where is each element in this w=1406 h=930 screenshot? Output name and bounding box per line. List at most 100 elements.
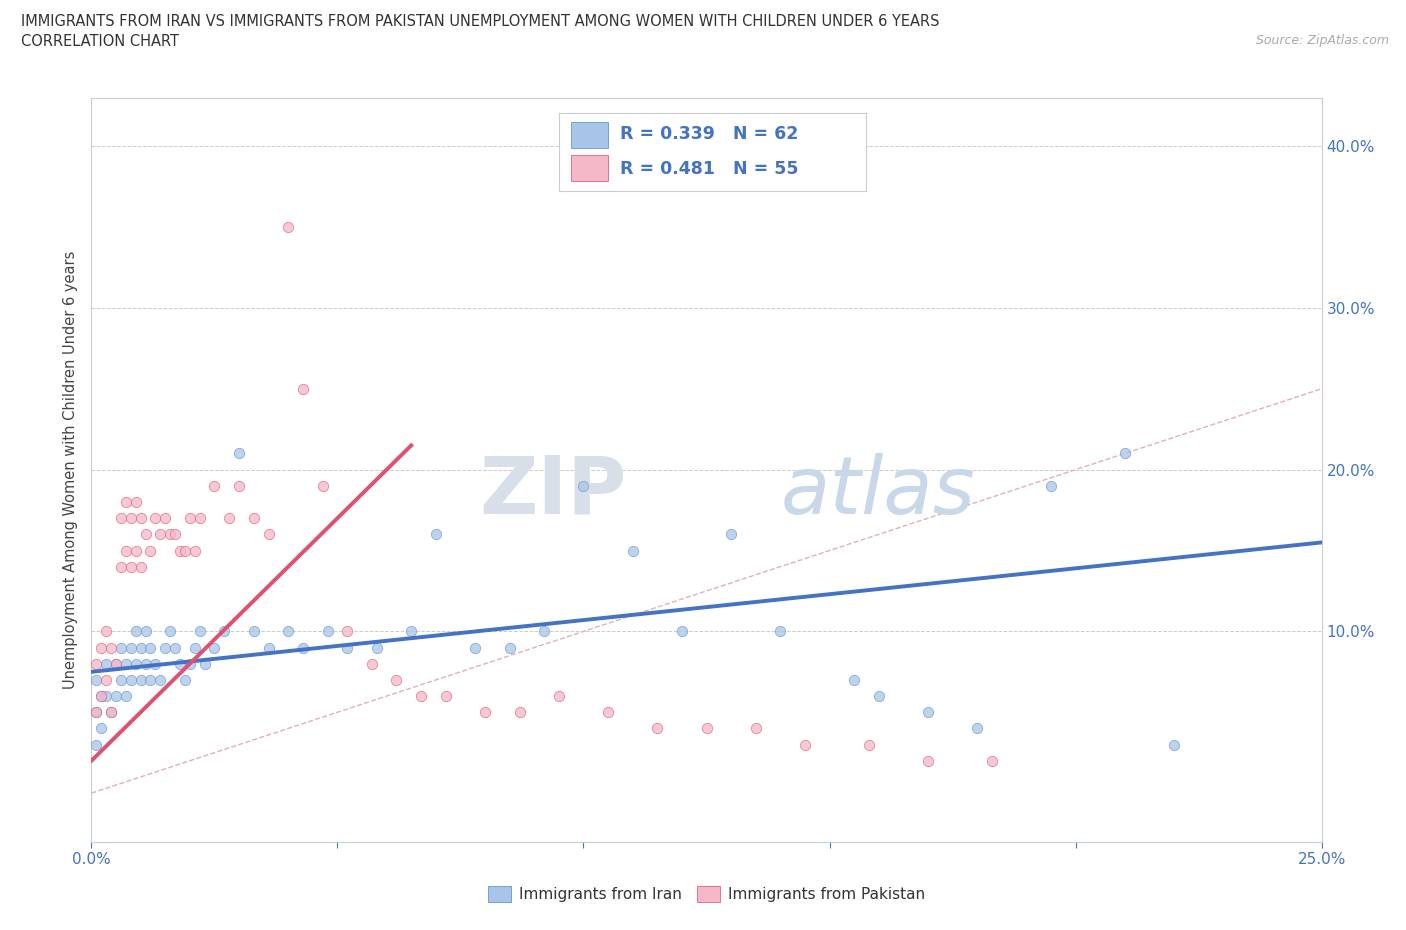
Point <box>336 640 359 655</box>
Point <box>336 624 359 639</box>
Point <box>114 495 138 510</box>
Y-axis label: Unemployment Among Women with Children Under 6 years: Unemployment Among Women with Children U… <box>63 250 79 689</box>
Text: R = 0.339   N = 62: R = 0.339 N = 62 <box>620 126 799 143</box>
Point <box>96 688 117 703</box>
Point <box>434 688 457 703</box>
Point <box>105 657 127 671</box>
Legend: Immigrants from Iran, Immigrants from Pakistan: Immigrants from Iran, Immigrants from Pa… <box>482 880 931 909</box>
Point <box>868 688 890 703</box>
Point <box>86 705 108 720</box>
Point <box>153 511 177 525</box>
Point <box>124 624 146 639</box>
Point <box>86 737 108 752</box>
Point <box>96 624 117 639</box>
Point <box>90 721 112 736</box>
Point <box>769 624 792 639</box>
Point <box>96 657 117 671</box>
Point <box>218 511 240 525</box>
Point <box>311 478 335 493</box>
Point <box>980 753 1002 768</box>
Point <box>124 657 146 671</box>
Point <box>917 753 939 768</box>
Point <box>242 511 264 525</box>
Point <box>183 640 207 655</box>
Point <box>110 511 132 525</box>
Point <box>572 478 595 493</box>
Point <box>277 219 299 234</box>
Point <box>257 640 280 655</box>
Point <box>120 511 142 525</box>
Point <box>596 705 619 720</box>
Point <box>242 624 264 639</box>
Point <box>291 381 314 396</box>
Point <box>139 640 162 655</box>
Point <box>793 737 815 752</box>
Point <box>124 543 146 558</box>
Point <box>277 624 299 639</box>
Point <box>86 705 108 720</box>
Point <box>188 511 211 525</box>
Point <box>228 446 250 461</box>
Point <box>100 705 122 720</box>
Point <box>114 688 138 703</box>
Bar <box>571 122 609 148</box>
Point <box>149 672 172 687</box>
Point <box>135 527 156 542</box>
Point <box>139 543 162 558</box>
Point <box>145 657 166 671</box>
Point <box>212 624 235 639</box>
Point <box>124 495 146 510</box>
Point <box>159 527 181 542</box>
Point <box>105 688 127 703</box>
Point <box>202 640 225 655</box>
Point <box>202 478 225 493</box>
Point <box>720 527 742 542</box>
Point <box>110 640 132 655</box>
Point <box>291 640 314 655</box>
Text: CORRELATION CHART: CORRELATION CHART <box>21 34 179 49</box>
Point <box>110 559 132 574</box>
Point <box>90 640 112 655</box>
Point <box>745 721 768 736</box>
Point <box>135 657 156 671</box>
Point <box>163 527 186 542</box>
Point <box>645 721 669 736</box>
Text: R = 0.481   N = 55: R = 0.481 N = 55 <box>620 160 799 178</box>
Point <box>858 737 880 752</box>
Point <box>188 624 211 639</box>
Point <box>498 640 520 655</box>
Point <box>120 640 142 655</box>
Text: atlas: atlas <box>780 453 976 531</box>
Point <box>917 705 939 720</box>
Point <box>671 624 693 639</box>
Point <box>139 672 162 687</box>
Point <box>1039 478 1063 493</box>
Point <box>149 527 172 542</box>
Point <box>129 511 152 525</box>
Point <box>366 640 388 655</box>
Point <box>169 657 191 671</box>
Point <box>842 672 865 687</box>
Point <box>129 640 152 655</box>
Text: Source: ZipAtlas.com: Source: ZipAtlas.com <box>1256 34 1389 47</box>
Point <box>105 657 127 671</box>
Text: ZIP: ZIP <box>479 453 627 531</box>
Point <box>509 705 531 720</box>
Point <box>409 688 432 703</box>
Point <box>153 640 177 655</box>
Point <box>966 721 988 736</box>
Point <box>135 624 156 639</box>
Point <box>547 688 569 703</box>
Bar <box>571 155 609 181</box>
Point <box>120 672 142 687</box>
Point <box>129 672 152 687</box>
Point <box>228 478 250 493</box>
Point <box>90 688 112 703</box>
Point <box>96 672 117 687</box>
Point <box>1114 446 1136 461</box>
Point <box>360 657 382 671</box>
Point <box>163 640 186 655</box>
Point <box>316 624 339 639</box>
Point <box>174 672 197 687</box>
Point <box>1163 737 1185 752</box>
